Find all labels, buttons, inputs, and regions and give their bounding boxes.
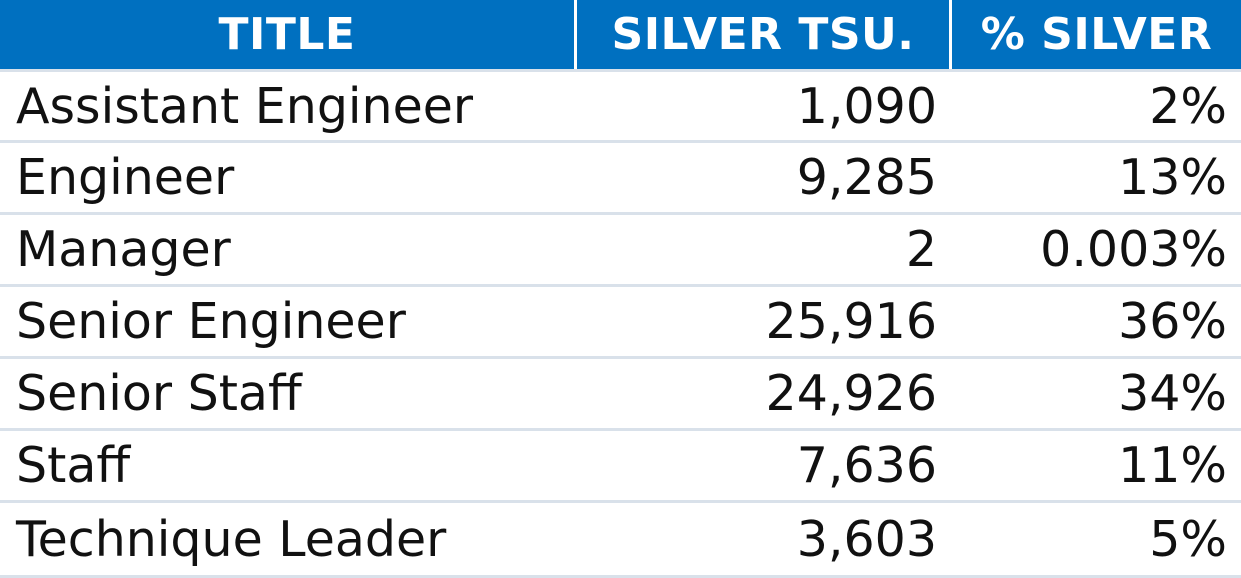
cell-title: Staff: [16, 437, 131, 494]
cell-title: Senior Staff: [16, 365, 302, 422]
table-row: Senior Staff 24,926 34%: [0, 359, 1241, 431]
cell-silver-tsu: 25,916: [765, 293, 937, 350]
header-title: TITLE: [0, 0, 574, 69]
cell-pct-silver: 36%: [1118, 293, 1227, 350]
cell-pct-silver: 2%: [1149, 77, 1227, 135]
cell-pct-silver: 11%: [1118, 437, 1227, 494]
table-row: Staff 7,636 11%: [0, 431, 1241, 503]
cell-title: Technique Leader: [16, 510, 447, 568]
table-row: Technique Leader 3,603 5%: [0, 503, 1241, 578]
cell-pct-silver: 0.003%: [1040, 221, 1227, 278]
header-silver-tsu: SILVER TSU.: [577, 0, 949, 69]
table-body: Assistant Engineer 1,090 2% Engineer 9,2…: [0, 69, 1241, 578]
cell-title: Senior Engineer: [16, 293, 406, 350]
cell-silver-tsu: 3,603: [796, 510, 937, 568]
header-divider: [574, 0, 577, 69]
table-header: TITLE SILVER TSU. % SILVER: [0, 0, 1241, 69]
cell-silver-tsu: 7,636: [796, 437, 937, 494]
table-row: Assistant Engineer 1,090 2%: [0, 69, 1241, 143]
cell-silver-tsu: 24,926: [765, 365, 937, 422]
cell-pct-silver: 34%: [1118, 365, 1227, 422]
cell-title: Assistant Engineer: [16, 77, 474, 135]
header-divider: [949, 0, 952, 69]
cell-pct-silver: 13%: [1118, 149, 1227, 206]
cell-title: Engineer: [16, 149, 235, 206]
cell-title: Manager: [16, 221, 231, 278]
table-row: Engineer 9,285 13%: [0, 143, 1241, 215]
cell-silver-tsu: 2: [905, 221, 937, 278]
cell-pct-silver: 5%: [1149, 510, 1227, 568]
header-pct-silver: % SILVER: [952, 0, 1241, 69]
table-row: Senior Engineer 25,916 36%: [0, 287, 1241, 359]
cell-silver-tsu: 9,285: [796, 149, 937, 206]
cell-silver-tsu: 1,090: [796, 77, 937, 135]
table-row: Manager 2 0.003%: [0, 215, 1241, 287]
